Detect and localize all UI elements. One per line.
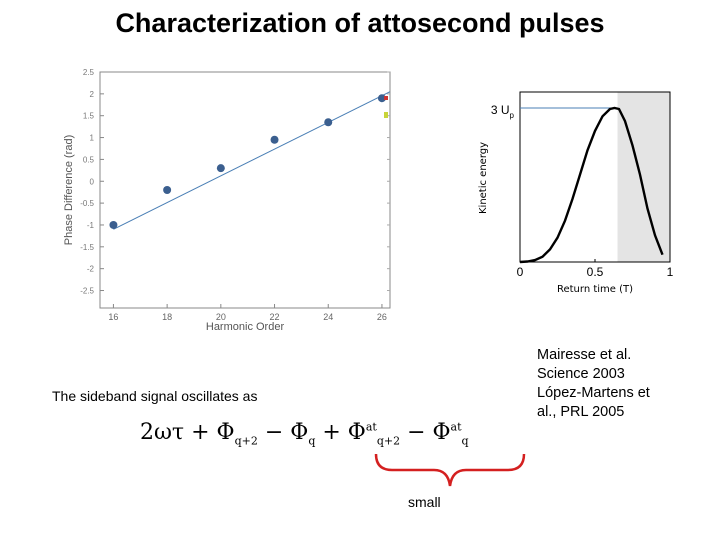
phase-y-tick-label: -1.5 xyxy=(80,243,94,252)
ke-y-axis-label: Kinetic energy xyxy=(478,142,489,214)
phase-y-tick-label: 0 xyxy=(90,177,95,186)
phase-difference-chart: 2.5 2 1.5 1 0.5 0 -0.5 -1 -1.5 -2 -2.5 16 18 20 22 24 2… xyxy=(63,68,391,333)
phase-plot-frame xyxy=(99,71,391,309)
phase-x-axis-label: Harmonic Order xyxy=(206,321,285,333)
phase-point xyxy=(377,94,386,103)
ke-shaded-region xyxy=(617,92,670,262)
formula-sub-1: q+2 xyxy=(234,434,258,448)
ke-x-tick-label: 1 xyxy=(667,265,674,279)
phase-fit-line xyxy=(113,91,391,230)
sideband-formula: 2ωτ + Φq+2 − Φq + Φatq+2 − Φatq xyxy=(140,420,469,447)
red-underbrace xyxy=(374,453,526,487)
slide-title: Characterization of attosecond pulses xyxy=(115,8,605,38)
phase-points xyxy=(109,94,386,229)
kinetic-energy-chart: 0 0.5 1 3 Up Kinetic energy Return time (T… xyxy=(478,91,674,295)
ke-curve xyxy=(519,106,664,264)
phase-y-tick-label: -2.5 xyxy=(80,287,94,296)
ke-x-ticks: 0 0.5 1 xyxy=(517,259,674,279)
reference-line: López-Martens et xyxy=(537,385,650,401)
phase-x-tick-label: 26 xyxy=(377,312,387,322)
phase-x-tick-label: 18 xyxy=(162,312,172,322)
phase-x-tick-label: 20 xyxy=(216,312,226,322)
ke-x-tick-label: 0 xyxy=(517,265,524,279)
phase-x-tick-label: 22 xyxy=(270,312,280,322)
phase-point xyxy=(270,135,279,144)
phase-y-axis-label: Phase Difference (rad) xyxy=(63,135,75,245)
edge-marker-yellow xyxy=(384,112,388,118)
formula-sub-2: q xyxy=(308,434,316,448)
phase-point xyxy=(109,220,118,229)
phase-y-tick-label: -1 xyxy=(87,221,95,230)
small-label: small xyxy=(408,494,441,510)
reference-line: Science 2003 xyxy=(537,366,625,382)
ke-x-tick-label: 0.5 xyxy=(587,265,604,279)
phase-x-tick-label: 16 xyxy=(108,312,118,322)
phase-point xyxy=(216,164,225,173)
phase-y-tick-label: -0.5 xyxy=(80,199,94,208)
phase-y-tick-label: 1.5 xyxy=(83,112,95,121)
phase-y-tick-label: -2 xyxy=(87,265,95,274)
phase-point xyxy=(324,118,333,127)
references: Mairesse et al. Science 2003 López-Marte… xyxy=(537,346,650,422)
formula-sub-3: q+2 xyxy=(376,434,401,448)
ke-annotation-3up: 3 Up xyxy=(491,103,515,120)
phase-y-ticks: 2.5 2 1.5 1 0.5 0 -0.5 -1 -1.5 -2 -2.5 xyxy=(80,68,390,296)
formula-sup-4: at xyxy=(450,420,462,434)
phase-x-tick-label: 24 xyxy=(323,312,333,322)
reference-line: al., PRL 2005 xyxy=(537,404,625,420)
phase-point xyxy=(163,186,172,194)
sideband-description: The sideband signal oscillates as xyxy=(52,388,258,404)
formula-sub-4: q xyxy=(461,434,469,448)
phase-y-tick-label: 2.5 xyxy=(83,68,95,77)
formula-op-3: − Φ xyxy=(400,420,451,445)
ke-x-axis-label: Return time (T) xyxy=(557,284,633,295)
edge-marker-red xyxy=(384,96,388,100)
formula-op-2: + Φ xyxy=(315,420,366,445)
phase-y-tick-label: 2 xyxy=(90,90,95,99)
formula-lead: 2ωτ + Φ xyxy=(140,420,235,445)
phase-x-ticks: 16 18 20 22 24 26 xyxy=(108,304,387,322)
formula-op-1: − Φ xyxy=(257,420,309,445)
phase-y-tick-label: 1 xyxy=(90,134,95,143)
reference-line: Mairesse et al. xyxy=(537,347,632,363)
phase-y-tick-label: 0.5 xyxy=(83,155,95,164)
formula-sup-3: at xyxy=(365,420,377,434)
